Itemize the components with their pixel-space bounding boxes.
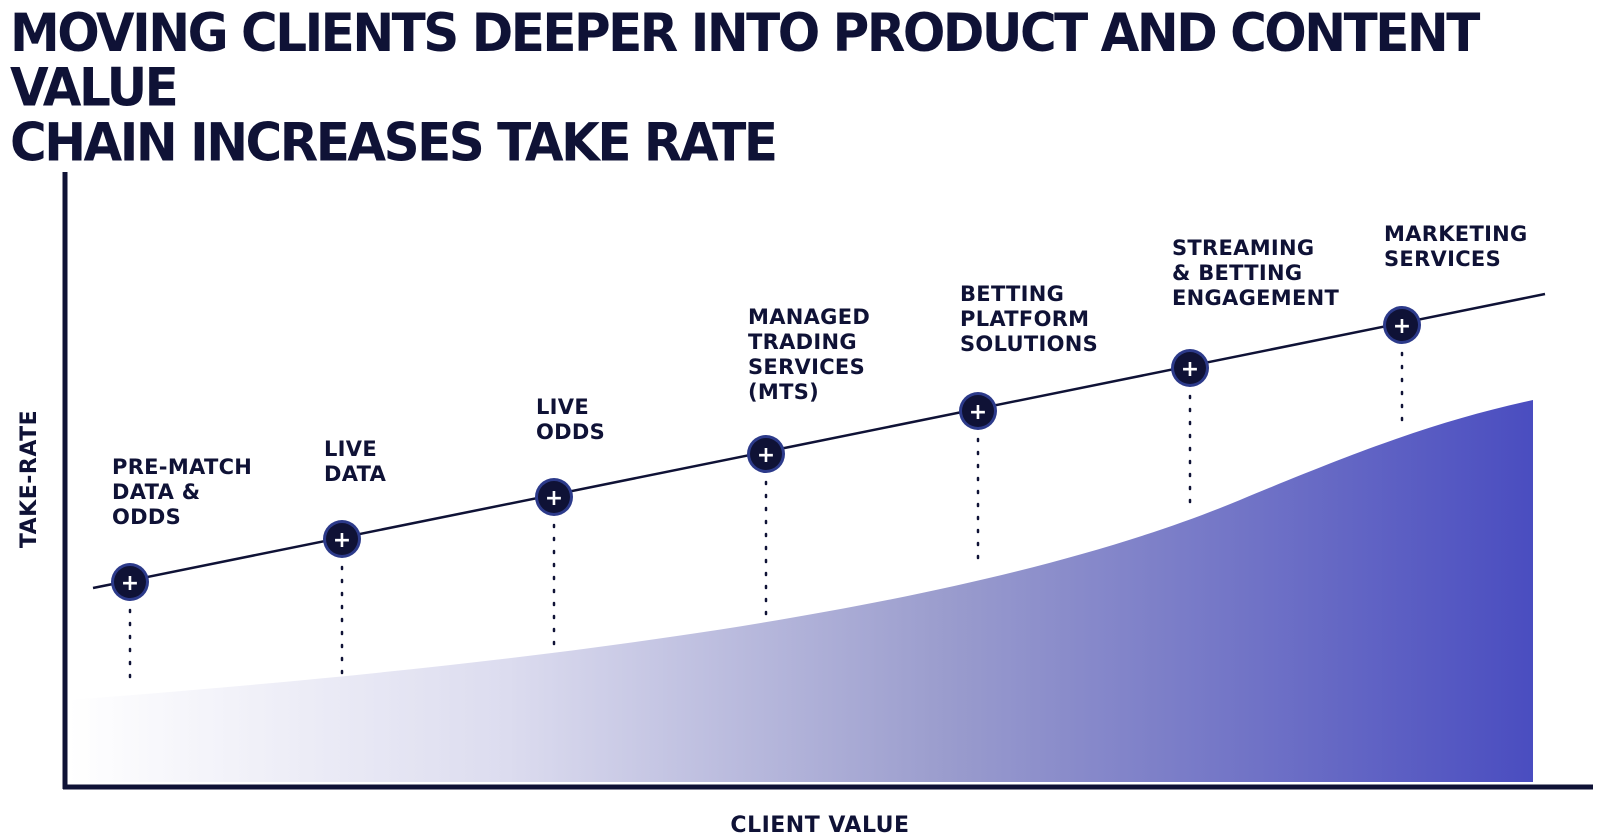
stage-marker[interactable]: + xyxy=(1383,306,1421,344)
stage-marker[interactable]: + xyxy=(111,563,149,601)
plus-icon: + xyxy=(545,486,563,511)
stage-label-line: PLATFORM xyxy=(960,307,1089,331)
stage-label-line: SOLUTIONS xyxy=(960,332,1098,356)
marker-circle xyxy=(114,566,146,598)
stage-marker[interactable]: + xyxy=(1171,349,1209,387)
stage-label-line: ODDS xyxy=(112,505,181,529)
stage-markers: + + + + + + + xyxy=(111,306,1421,601)
marker-circle xyxy=(1174,352,1206,384)
marker-circle xyxy=(750,438,782,470)
stage-marker[interactable]: + xyxy=(535,478,573,516)
stage-label: BETTING PLATFORM SOLUTIONS xyxy=(960,282,1098,356)
stage-label: MARKETING SERVICES xyxy=(1384,222,1528,271)
marker-circle xyxy=(962,395,994,427)
plus-icon: + xyxy=(121,571,139,596)
stage-marker[interactable]: + xyxy=(747,435,785,473)
drop-lines xyxy=(128,351,1404,688)
stage-label-line: (MTS) xyxy=(748,380,819,404)
marker-circle xyxy=(538,481,570,513)
stage-label: PRE-MATCH DATA & ODDS xyxy=(112,455,252,529)
stage-label-line: DATA xyxy=(324,462,387,486)
stage-label-line: LIVE xyxy=(324,437,377,461)
stage-label: MANAGED TRADING SERVICES (MTS) xyxy=(748,305,870,404)
stage-marker[interactable]: + xyxy=(323,520,361,558)
stage-label-line: SERVICES xyxy=(1384,247,1501,271)
stage-label-line: PRE-MATCH xyxy=(112,455,252,479)
page-title: MOVING CLIENTS DEEPER INTO PRODUCT AND C… xyxy=(10,6,1590,170)
title-line-1: MOVING CLIENTS DEEPER INTO PRODUCT AND C… xyxy=(10,2,1480,119)
stage-label: LIVE ODDS xyxy=(536,395,605,444)
marker-circle xyxy=(1386,309,1418,341)
y-axis-label: TAKE-RATE xyxy=(17,410,42,548)
plus-icon: + xyxy=(969,400,987,425)
stage-label-line: & BETTING xyxy=(1172,261,1302,285)
growth-area xyxy=(68,400,1533,782)
stage-label-line: LIVE xyxy=(536,395,589,419)
plus-icon: + xyxy=(757,443,775,468)
stage-label: STREAMING & BETTING ENGAGEMENT xyxy=(1172,236,1340,310)
plus-icon: + xyxy=(333,528,351,553)
stage-label-line: TRADING xyxy=(748,330,857,354)
stage-label-line: SERVICES xyxy=(748,355,865,379)
stage-label-line: MANAGED xyxy=(748,305,870,329)
stage-label-line: ENGAGEMENT xyxy=(1172,286,1340,310)
stage-label: LIVE DATA xyxy=(324,437,387,486)
plus-icon: + xyxy=(1181,357,1199,382)
stage-label-line: ODDS xyxy=(536,420,605,444)
marker-circle xyxy=(326,523,358,555)
title-line-2: CHAIN INCREASES TAKE RATE xyxy=(10,112,778,173)
stage-label-line: STREAMING xyxy=(1172,236,1314,260)
plus-icon: + xyxy=(1393,314,1411,339)
x-axis-label: CLIENT VALUE xyxy=(730,813,909,837)
stage-label-line: DATA & xyxy=(112,480,200,504)
stage-label-line: BETTING xyxy=(960,282,1064,306)
stage-marker[interactable]: + xyxy=(959,392,997,430)
stage-label-line: MARKETING xyxy=(1384,222,1528,246)
